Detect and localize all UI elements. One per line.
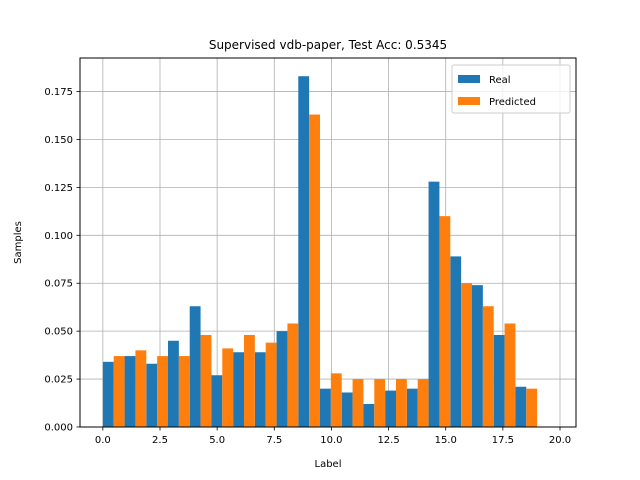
chart-title: Supervised vdb-paper, Test Acc: 0.5345 xyxy=(209,38,447,52)
bar-real xyxy=(363,403,375,427)
bar-predicted xyxy=(244,334,255,427)
bar-real xyxy=(168,340,179,427)
y-tick-label: 0.175 xyxy=(44,87,73,98)
x-tick-label: 12.5 xyxy=(377,435,399,446)
y-tick-label: 0.150 xyxy=(44,135,73,146)
legend-swatch-real xyxy=(458,75,480,83)
bar-real xyxy=(276,331,288,427)
legend-swatch-predicted xyxy=(458,97,480,105)
bar-real xyxy=(406,388,418,427)
x-tick-label: 17.5 xyxy=(492,435,514,446)
bar-predicted xyxy=(287,323,299,427)
x-tick-label: 5.0 xyxy=(209,435,225,446)
bar-real xyxy=(254,352,266,427)
y-tick-label: 0.000 xyxy=(44,423,73,434)
bar-predicted xyxy=(374,379,386,427)
bar-real xyxy=(233,352,244,427)
bar-predicted xyxy=(526,388,538,427)
bar-predicted xyxy=(135,350,147,427)
bar-real xyxy=(102,361,114,427)
bar-real xyxy=(341,392,353,427)
plot-frame xyxy=(79,57,577,428)
legend-box xyxy=(451,64,571,114)
bar-predicted xyxy=(417,379,429,427)
bar-predicted xyxy=(504,323,516,427)
bars xyxy=(102,76,538,428)
y-tick-label: 0.075 xyxy=(44,279,73,290)
bar-real xyxy=(298,76,310,427)
bar-predicted xyxy=(309,114,320,428)
bar-real xyxy=(124,356,136,427)
bar-real xyxy=(515,386,527,427)
bar-predicted xyxy=(330,373,342,427)
y-axis-label: Samples xyxy=(13,221,24,264)
bar-predicted xyxy=(113,356,125,427)
bar-real xyxy=(189,306,201,427)
y-axis-ticks: 0.000 0.025 0.050 0.075 0.100 0.125 0.150 0.175 xyxy=(44,87,80,434)
bar-real xyxy=(450,256,462,427)
bar-real xyxy=(146,363,158,427)
legend: Real Predicted xyxy=(451,64,571,114)
legend-label-real: Real xyxy=(489,75,511,86)
bar-real xyxy=(385,390,396,427)
x-tick-label: 0.0 xyxy=(95,435,111,446)
x-tick-label: 15.0 xyxy=(435,435,457,446)
bar-real xyxy=(320,388,331,427)
bar-real xyxy=(428,181,440,427)
bar-predicted xyxy=(352,379,364,427)
bar-predicted xyxy=(482,306,494,427)
y-tick-label: 0.100 xyxy=(44,231,73,242)
bar-real xyxy=(211,375,223,427)
bar-predicted xyxy=(222,348,234,427)
bar-predicted xyxy=(265,342,277,427)
y-tick-label: 0.025 xyxy=(44,375,73,386)
bar-predicted xyxy=(396,379,407,427)
x-axis-ticks: 0.0 2.5 5.0 7.5 10.0 12.5 15.0 17.5 20.0 xyxy=(95,427,571,446)
bar-predicted xyxy=(157,356,168,427)
x-tick-label: 10.0 xyxy=(320,435,342,446)
y-tick-label: 0.125 xyxy=(44,183,73,194)
x-axis-label: Label xyxy=(315,459,342,470)
y-tick-label: 0.050 xyxy=(44,327,73,338)
bar-predicted xyxy=(439,216,451,427)
bar-real xyxy=(493,334,505,427)
bar-real xyxy=(472,285,483,427)
x-tick-label: 20.0 xyxy=(549,435,571,446)
bar-predicted xyxy=(200,334,212,427)
bar-predicted xyxy=(461,283,472,427)
x-tick-label: 2.5 xyxy=(152,435,168,446)
legend-label-predicted: Predicted xyxy=(489,97,536,108)
x-tick-label: 7.5 xyxy=(266,435,282,446)
bar-predicted xyxy=(178,356,190,427)
